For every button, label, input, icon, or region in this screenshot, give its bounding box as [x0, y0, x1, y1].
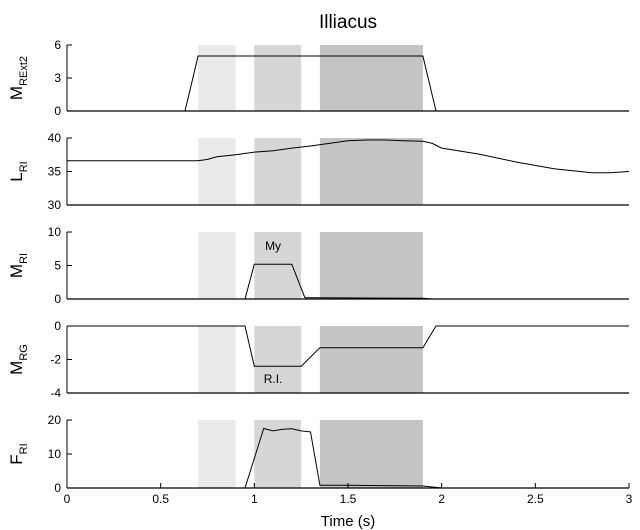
shaded-interval-3 [319, 326, 423, 393]
y-tick-label: -4 [50, 386, 61, 400]
annotation-label: My [265, 239, 281, 253]
y-tick-label: 0 [54, 319, 61, 333]
x-tick-label: 1 [251, 492, 258, 506]
shaded-interval-2 [254, 138, 302, 205]
shaded-interval-2 [254, 326, 302, 393]
y-tick-label: 6 [54, 38, 61, 52]
y-axis-title-subscript: RExt2 [18, 56, 30, 86]
shaded-interval-3 [319, 232, 423, 299]
shaded-interval-1 [198, 420, 236, 488]
shaded-interval-2 [254, 232, 302, 299]
y-tick-label: 5 [54, 259, 61, 273]
y-axis-title-main: M [7, 264, 26, 278]
panel-3: 0 5 10 MRI My [7, 225, 629, 306]
panel-5: 0 10 20 FRI [7, 413, 629, 495]
x-tick-label: 0.5 [152, 492, 169, 506]
series-line [67, 427, 629, 489]
shaded-interval-1 [198, 138, 236, 205]
y-tick-label: 0 [54, 292, 61, 306]
shaded-interval-2 [254, 45, 302, 111]
y-axis-title: MRG [7, 344, 30, 375]
y-tick-label: 20 [48, 413, 62, 427]
chart-title: Illiacus [319, 12, 377, 33]
x-axis-title: Time (s) [321, 513, 375, 530]
shaded-interval-3 [319, 420, 423, 488]
y-axis-title-subscript: RI [18, 443, 30, 454]
y-axis-title-main: M [7, 361, 26, 375]
shaded-interval-1 [198, 326, 236, 393]
x-tick-label: 2 [438, 492, 445, 506]
x-tick-label: 1.5 [340, 492, 357, 506]
y-tick-label: 35 [48, 165, 62, 179]
y-axis-title-main: F [7, 454, 26, 464]
y-axis-title-subscript: RI [18, 161, 30, 172]
x-axis: 0 0.5 1 1.5 2 2.5 3 [64, 483, 633, 506]
shaded-interval-1 [198, 232, 236, 299]
panel-2: 30 35 40 LRI [7, 131, 630, 212]
series-line [67, 325, 629, 367]
y-axis-title: MRI [7, 253, 30, 278]
x-tick-label: 2.5 [527, 492, 544, 506]
y-tick-label: 0 [54, 481, 61, 495]
y-tick-label: 3 [54, 71, 61, 85]
y-axis-title: FRI [7, 443, 30, 464]
series-line [67, 263, 629, 300]
y-axis-title-subscript: RG [18, 344, 30, 361]
y-axis-title-subscript: RI [18, 253, 30, 264]
x-tick-label: 3 [626, 492, 633, 506]
panel-1: 0 3 6 MRExt2 [7, 38, 629, 118]
y-tick-label: 10 [48, 447, 62, 461]
shaded-interval-3 [319, 138, 423, 205]
y-tick-label: 30 [48, 198, 62, 212]
annotation-label: R.I. [264, 372, 283, 386]
shaded-interval-1 [198, 45, 236, 111]
y-axis-title: LRI [7, 161, 30, 181]
x-tick-label: 0 [64, 492, 71, 506]
panels: 036MRExt2303540LRI0510MRIMy-4-20MRGR.I.0… [7, 38, 633, 506]
y-axis-title-main: L [7, 172, 26, 181]
shaded-interval-3 [319, 45, 423, 111]
y-axis-title: MRExt2 [7, 56, 30, 100]
y-tick-label: 10 [48, 225, 62, 239]
shaded-interval-2 [254, 420, 302, 488]
y-tick-label: -2 [50, 353, 61, 367]
panel-4: -4 -2 0 MRG R.I. [7, 319, 629, 400]
series-line [67, 139, 630, 174]
y-tick-label: 0 [54, 104, 61, 118]
y-tick-label: 40 [48, 131, 62, 145]
y-axis-title-main: M [7, 86, 26, 100]
series-line [67, 55, 629, 112]
